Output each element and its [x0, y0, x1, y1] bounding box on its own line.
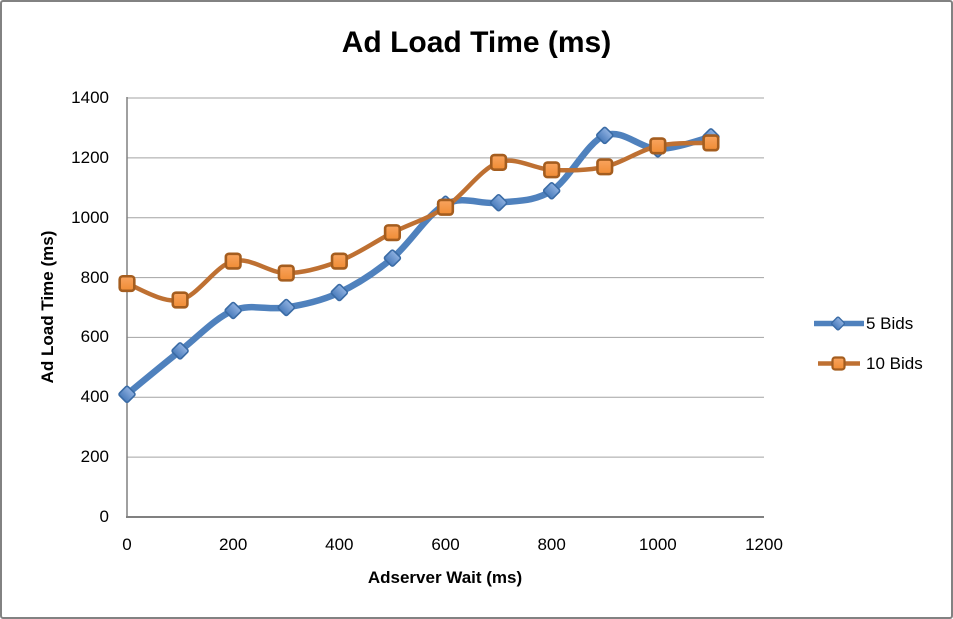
y-tick-label: 0	[99, 507, 109, 526]
y-tick-label: 1200	[71, 147, 109, 167]
line-square-marker-icon	[818, 356, 860, 371]
marker-10-bids	[118, 274, 136, 293]
y-tick-label: 800	[80, 267, 109, 287]
line-diamond-marker-icon	[814, 316, 864, 331]
marker-10-bids	[649, 137, 667, 155]
marker-5-bids	[383, 249, 402, 267]
marker-10-bids	[330, 252, 348, 270]
x-tick-label: 1200	[745, 535, 783, 554]
marker-10-bids	[171, 291, 189, 309]
x-tick-label: 0	[122, 535, 132, 554]
legend-label: 5 Bids	[866, 313, 914, 333]
x-tick-label: 400	[325, 535, 354, 554]
y-tick-label: 400	[80, 387, 109, 407]
legend-item-10-bids: 10 Bids	[814, 353, 923, 374]
marker-10-bids	[224, 252, 242, 270]
marker-10-bids	[702, 134, 720, 152]
marker-10-bids	[543, 161, 561, 179]
y-axis-title: Ad Load Time (ms)	[38, 230, 57, 384]
y-tick-label: 1400	[71, 88, 109, 107]
marker-5-bids	[330, 283, 349, 302]
marker-5-bids	[277, 298, 295, 317]
x-tick-label: 1000	[638, 535, 677, 554]
y-tick-label: 1000	[71, 207, 109, 227]
y-tick-label: 200	[80, 447, 109, 467]
chart-title: Ad Load Time (ms)	[341, 26, 612, 59]
marker-5-bids	[171, 342, 189, 360]
marker-5-bids	[118, 385, 136, 404]
marker-5-bids	[489, 194, 508, 212]
marker-10-bids	[436, 198, 455, 216]
legend-label: 10 Bids	[866, 353, 923, 373]
x-tick-label: 600	[431, 535, 460, 554]
marker-10-bids	[277, 264, 295, 282]
legend: 5 Bids 10 Bids	[814, 313, 923, 393]
series-line-10-bids	[124, 140, 714, 303]
marker-5-bids	[542, 182, 561, 200]
legend-item-5-bids: 5 Bids	[814, 313, 923, 334]
y-tick-label: 600	[80, 327, 109, 347]
marker-10-bids	[383, 224, 402, 242]
x-tick-label: 200	[218, 535, 248, 554]
x-axis-title: Adserver Wait (ms)	[367, 568, 523, 587]
marker-5-bids	[596, 126, 614, 145]
marker-10-bids	[596, 158, 614, 176]
x-tick-label: 800	[537, 535, 566, 554]
series-line-5-bids	[123, 130, 715, 398]
marker-5-bids	[224, 301, 242, 320]
marker-10-bids	[489, 153, 508, 171]
